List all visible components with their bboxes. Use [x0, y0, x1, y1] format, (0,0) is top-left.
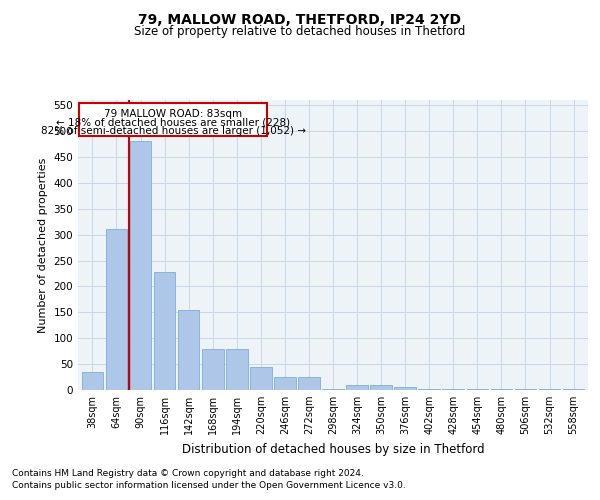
- Text: 79, MALLOW ROAD, THETFORD, IP24 2YD: 79, MALLOW ROAD, THETFORD, IP24 2YD: [139, 12, 461, 26]
- Text: Contains public sector information licensed under the Open Government Licence v3: Contains public sector information licen…: [12, 481, 406, 490]
- Bar: [467, 389, 488, 390]
- Bar: [82, 372, 103, 390]
- Bar: [274, 377, 296, 390]
- Bar: [370, 385, 392, 390]
- Bar: [346, 385, 368, 390]
- Bar: [418, 389, 440, 390]
- Bar: [226, 348, 248, 390]
- Bar: [130, 142, 151, 390]
- Bar: [298, 377, 320, 390]
- Bar: [442, 389, 464, 390]
- Bar: [563, 389, 584, 390]
- Bar: [539, 389, 560, 390]
- FancyBboxPatch shape: [79, 102, 267, 136]
- Bar: [202, 348, 224, 390]
- Text: 82% of semi-detached houses are larger (1,052) →: 82% of semi-detached houses are larger (…: [41, 126, 305, 136]
- Text: 79 MALLOW ROAD: 83sqm: 79 MALLOW ROAD: 83sqm: [104, 110, 242, 120]
- Text: Size of property relative to detached houses in Thetford: Size of property relative to detached ho…: [134, 25, 466, 38]
- Y-axis label: Number of detached properties: Number of detached properties: [38, 158, 48, 332]
- X-axis label: Distribution of detached houses by size in Thetford: Distribution of detached houses by size …: [182, 442, 484, 456]
- Bar: [394, 388, 416, 390]
- Bar: [178, 310, 199, 390]
- Bar: [322, 389, 344, 390]
- Text: ← 18% of detached houses are smaller (228): ← 18% of detached houses are smaller (22…: [56, 118, 290, 128]
- Bar: [106, 230, 127, 390]
- Bar: [250, 366, 272, 390]
- Bar: [515, 389, 536, 390]
- Bar: [491, 389, 512, 390]
- Bar: [154, 272, 175, 390]
- Text: Contains HM Land Registry data © Crown copyright and database right 2024.: Contains HM Land Registry data © Crown c…: [12, 468, 364, 477]
